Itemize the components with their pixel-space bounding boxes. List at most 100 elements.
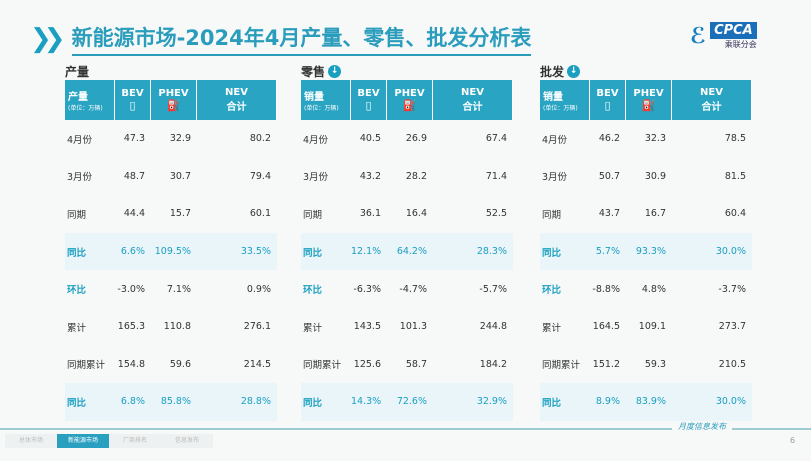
corner-cell: 销量 (单位：万辆): [540, 80, 590, 120]
logo-swirl-icon: ℰ: [690, 23, 707, 49]
row-label: 累计: [303, 322, 323, 334]
table-row: 同期累计 151.2 59.3 210.5: [540, 346, 752, 384]
table-row: 3月份 43.2 28.2 71.4: [301, 158, 513, 196]
cell-value: 59.6: [169, 358, 191, 370]
unit-label: (单位：万辆): [543, 105, 578, 112]
cell-value: 0.9%: [246, 283, 271, 295]
fuel-pump-icon: ⛽: [402, 99, 417, 112]
footer-tabs: 总体市场 新能源市场 厂商排名 信息发布: [5, 434, 213, 448]
table-row: 累计 165.3 110.8 276.1: [65, 308, 277, 346]
section-title-text: 零售: [301, 64, 326, 79]
cell-value: 109.5%: [154, 246, 191, 258]
cell-value: 30.9: [644, 170, 666, 182]
row-label: 同比: [303, 397, 323, 409]
cell-value: 80.2: [249, 133, 271, 145]
cell-value: 110.8: [163, 321, 191, 333]
cell-value: 43.2: [359, 170, 381, 182]
cell-value: 276.1: [243, 321, 271, 333]
cell-value: 8.9%: [595, 396, 620, 408]
col-label: PHEV: [633, 88, 664, 99]
cell-value: 101.3: [399, 321, 427, 333]
cell-value: 47.3: [123, 133, 145, 145]
section-title-text: 产量: [65, 64, 90, 79]
arrow-down-circle-icon: ↓: [567, 64, 581, 78]
cell-value: 32.9: [169, 133, 191, 145]
footer-text: 月度信息发布: [672, 421, 732, 432]
cell-value: -8.8%: [592, 283, 620, 295]
logo-sub: 乘联分会: [724, 40, 757, 49]
battery-icon: ▯: [129, 99, 136, 112]
title-text: 新能源市场-2024年4月产量、零售、批发分析表: [71, 22, 532, 56]
col-label: BEV: [596, 88, 619, 99]
col-label: BEV: [357, 88, 380, 99]
cell-value: 165.3: [117, 321, 145, 333]
table-header: 销量 (单位：万辆) BEV ▯ PHEV ⛽ NEV 合计: [540, 80, 752, 120]
footer-tab[interactable]: 厂商排名: [109, 434, 161, 448]
corner-label: 产量: [68, 92, 88, 103]
row-label: 累计: [542, 322, 562, 334]
footer-tab[interactable]: 信息发布: [161, 434, 213, 448]
cell-value: 30.0%: [715, 396, 746, 408]
table-row: 同比 6.8% 85.8% 28.8%: [65, 383, 277, 421]
row-label: 4月份: [542, 134, 568, 146]
corner-label: 销量: [543, 92, 563, 103]
footer-tab[interactable]: 总体市场: [5, 434, 57, 448]
cell-value: -3.0%: [117, 283, 145, 295]
unit-label: (单位：万辆): [304, 105, 339, 112]
cell-value: 125.6: [353, 358, 381, 370]
col-phev: PHEV ⛽: [151, 80, 197, 120]
table-row: 4月份 40.5 26.9 67.4: [301, 120, 513, 158]
corner-cell: 销量 (单位：万辆): [301, 80, 351, 120]
table-row: 环比 -8.8% 4.8% -3.7%: [540, 270, 752, 308]
page-number: 6: [790, 436, 796, 445]
section-title: 零售 ↓: [301, 62, 513, 80]
cell-value: 12.1%: [351, 246, 382, 258]
table-row: 同期 36.1 16.4 52.5: [301, 195, 513, 233]
cell-value: 6.6%: [120, 246, 145, 258]
cell-value: 184.2: [479, 358, 507, 370]
row-label: 同期累计: [542, 360, 581, 372]
section-title: 产量: [65, 62, 277, 80]
cell-value: 71.4: [485, 170, 507, 182]
cell-value: 28.8%: [240, 396, 271, 408]
battery-icon: ▯: [604, 99, 611, 112]
cell-value: 43.7: [598, 208, 620, 220]
row-label: 同期: [67, 209, 87, 221]
cell-value: 67.4: [485, 133, 507, 145]
cell-value: -3.7%: [718, 283, 746, 295]
cell-value: 28.3%: [476, 246, 507, 258]
fuel-pump-icon: ⛽: [166, 99, 181, 112]
table-row: 3月份 48.7 30.7 79.4: [65, 158, 277, 196]
row-label: 同比: [303, 247, 323, 259]
battery-icon: ▯: [365, 99, 372, 112]
col-phev: PHEV ⛽: [626, 80, 672, 120]
cell-value: 32.9%: [476, 396, 507, 408]
cell-value: 64.2%: [396, 246, 427, 258]
col-label: PHEV: [394, 88, 425, 99]
cell-value: 85.8%: [160, 396, 191, 408]
cell-value: 16.4: [405, 208, 427, 220]
col-phev: PHEV ⛽: [387, 80, 433, 120]
col-bev: BEV ▯: [115, 80, 151, 120]
col-sublabel: 合计: [701, 102, 722, 113]
row-label: 环比: [542, 285, 562, 297]
footer-tab-active[interactable]: 新能源市场: [57, 434, 109, 448]
row-label: 同比: [67, 397, 87, 409]
cell-value: 7.1%: [166, 283, 191, 295]
cell-value: 36.1: [359, 208, 381, 220]
row-label: 同期累计: [67, 360, 106, 372]
col-bev: BEV ▯: [351, 80, 387, 120]
table-header: 产量 (单位：万辆) BEV ▯ PHEV ⛽ NEV 合计: [65, 80, 277, 120]
table-row: 4月份 47.3 32.9 80.2: [65, 120, 277, 158]
cell-value: 32.3: [644, 133, 666, 145]
row-label: 同比: [542, 247, 562, 259]
cell-value: 214.5: [243, 358, 271, 370]
row-label: 环比: [67, 285, 87, 297]
col-nev: NEV 合计: [433, 80, 513, 120]
cell-value: 33.5%: [240, 246, 271, 258]
cell-value: 48.7: [123, 170, 145, 182]
section-title-text: 批发: [540, 64, 565, 79]
corner-label: 销量: [304, 92, 324, 103]
cell-value: 4.8%: [641, 283, 666, 295]
cell-value: 273.7: [718, 321, 746, 333]
